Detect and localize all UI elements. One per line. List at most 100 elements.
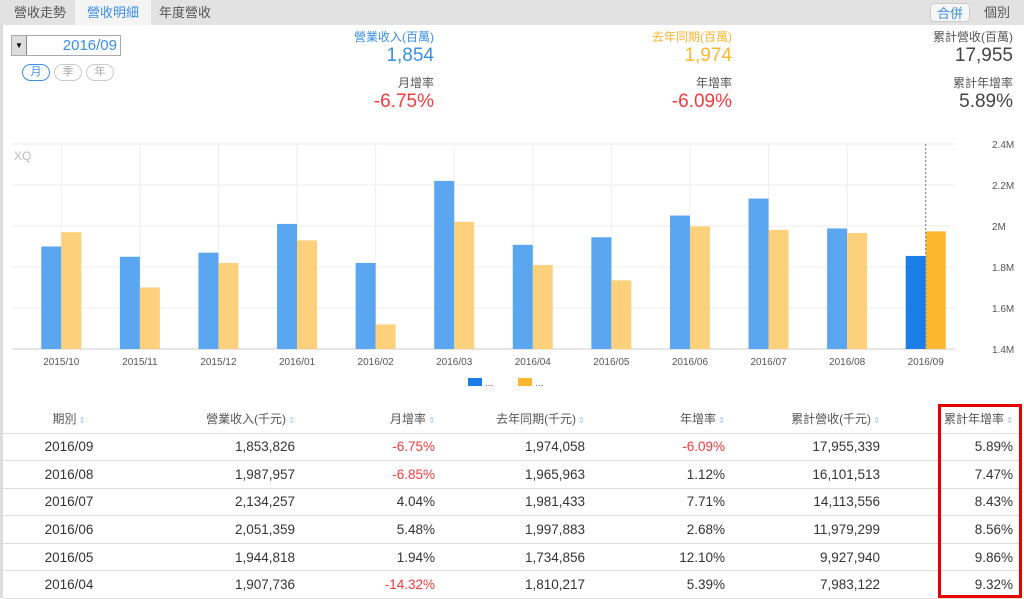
revenue-bar (748, 198, 769, 349)
yoy-stat: 年增率 -6.09% (672, 74, 732, 113)
last-year-bar (689, 226, 710, 349)
table-cell: 16,101,513 (733, 460, 888, 489)
sort-icon[interactable]: ⇕ (1004, 416, 1013, 426)
consolidated-toggle[interactable]: 合併 (930, 3, 971, 22)
date-value: 2016/09 (62, 37, 117, 54)
x-tick-label: 2015/10 (43, 357, 80, 368)
revenue-bar (119, 256, 140, 349)
y-tick-label: 2.2M (992, 181, 1014, 192)
table-cell: -6.75% (303, 433, 443, 462)
table-cell: -14.32% (303, 570, 443, 599)
sort-icon[interactable]: ⇕ (426, 416, 435, 426)
y-tick-label: 2M (992, 222, 1006, 233)
table-cell: 1,907,736 (143, 570, 303, 599)
y-tick-label: 1.6M (992, 304, 1014, 315)
revenue-bar (434, 180, 455, 349)
table-cell: 1,944,818 (143, 543, 303, 572)
last-year-bar (768, 229, 789, 349)
table-cell: 9,927,940 (733, 543, 888, 572)
period-month[interactable]: 月 (22, 64, 50, 81)
period-year[interactable]: 年 (86, 64, 114, 81)
sort-icon[interactable]: ⇕ (76, 416, 86, 426)
column-header-label: 月增率 (390, 412, 427, 427)
legend-revenue-swatch (468, 378, 482, 386)
sort-icon[interactable]: ⇕ (871, 416, 880, 426)
table-cell: 1,987,957 (143, 460, 303, 489)
sort-icon[interactable]: ⇕ (716, 416, 725, 426)
table-cell: 2,134,257 (143, 488, 303, 517)
x-tick-label: 2015/11 (122, 357, 158, 368)
table-cell: 2016/06 (3, 515, 143, 544)
x-tick-label: 2016/05 (593, 357, 630, 368)
sort-icon[interactable]: ⇕ (576, 416, 585, 426)
column-header[interactable]: 月增率 ⇕ (303, 405, 443, 434)
column-header[interactable]: 累計營收(千元) ⇕ (733, 405, 888, 434)
legend-last-year-swatch (518, 378, 532, 386)
mom-stat: 月增率 -6.75% (374, 74, 434, 113)
revenue-bar-chart: XQ 1.4M 1.6M 1.8M 2M 2.2M 2.4M 2015/10 2015/11 20… (12, 140, 1014, 389)
column-header[interactable]: 期別 ⇕ (3, 405, 143, 434)
tab-revenue-detail[interactable]: 營收明細 (75, 0, 152, 25)
table-cell: 5.48% (303, 515, 443, 544)
table-cell: 7,983,122 (733, 570, 888, 599)
table-cell: 11,979,299 (733, 515, 888, 544)
column-header[interactable]: 累計年增率 ⇕ (888, 405, 1021, 434)
table-cell: 9.32% (888, 570, 1021, 599)
column-header[interactable]: 營業收入(千元) ⇕ (143, 405, 303, 434)
table-cell: 1,810,217 (443, 570, 593, 599)
sort-icon[interactable]: ⇕ (286, 416, 295, 426)
x-tick-label: 2016/06 (672, 357, 709, 368)
table-cell: 8.56% (888, 515, 1021, 544)
table-cell: 17,955,339 (733, 433, 888, 462)
last-year-bar (297, 240, 318, 349)
top-tab-bar: 營收走勢 營收明細 年度營收 合併 個別 (0, 0, 1024, 25)
table-cell: 2016/09 (3, 433, 143, 462)
revenue-bar (277, 223, 298, 349)
table-row: 2016/05 1,944,818 1.94% 1,734,856 12.10% 9,92… (3, 543, 1021, 572)
table-row: 2016/06 2,051,359 5.48% 1,997,883 2.68% 11,97… (3, 515, 1021, 544)
tab-annual-revenue[interactable]: 年度營收 (159, 5, 212, 20)
table-cell: 2.68% (593, 515, 733, 544)
last-year-bar (847, 232, 868, 349)
last-year-bar (454, 221, 475, 349)
table-cell: 1,734,856 (443, 543, 593, 572)
mom-label: 月增率 (397, 76, 434, 90)
date-select[interactable]: ▼ 2016/09 (11, 35, 121, 56)
revenue-bar (512, 244, 533, 349)
cum-yoy-stat: 累計年增率 5.89% (953, 74, 1013, 113)
individual-toggle[interactable]: 個別 (984, 5, 1011, 20)
dropdown-arrow-icon[interactable]: ▼ (12, 36, 27, 55)
legend-last-year-label: ... (535, 378, 543, 389)
last-year-bar (218, 262, 239, 349)
revenue-bar (905, 255, 926, 349)
table-cell: 1.12% (593, 460, 733, 489)
period-quarter[interactable]: 季 (54, 64, 82, 81)
tab-revenue-trend[interactable]: 營收走勢 (14, 5, 67, 20)
column-header[interactable]: 去年同期(千元) ⇕ (443, 405, 593, 434)
revenue-stat: 營業收入(百萬) 1,854 (354, 28, 434, 67)
cum-yoy-value: 5.89% (959, 91, 1013, 112)
table-cell: 1.94% (303, 543, 443, 572)
cum-value: 17,955 (954, 45, 1013, 66)
revenue-table: 期別 ⇕ 營業收入(千元) ⇕ 月增率 ⇕ 去年同期(千元) ⇕ 年增率 ⇕ 累計營收(千… (3, 405, 1021, 599)
last-year-bar (532, 264, 553, 349)
table-row: 2016/07 2,134,257 4.04% 1,981,433 7.71% 14,11… (3, 488, 1021, 517)
table-row: 2016/09 1,853,826 -6.75% 1,974,058 -6.09% 17,… (3, 433, 1021, 462)
table-cell: 1,981,433 (443, 488, 593, 517)
column-header-label: 累計年增率 (944, 412, 1005, 427)
column-header[interactable]: 年增率 ⇕ (593, 405, 733, 434)
x-tick-label: 2016/03 (436, 357, 473, 368)
revenue-value: 1,854 (386, 45, 434, 66)
table-cell: 5.89% (888, 433, 1021, 462)
highlight-box (938, 404, 1022, 598)
table-cell: 9.86% (888, 543, 1021, 572)
last-year-value: 1,974 (684, 45, 732, 66)
x-tick-label: 2016/09 (908, 357, 945, 368)
yoy-value: -6.09% (671, 91, 732, 112)
revenue-bar (355, 262, 376, 349)
cum-stat: 累計營收(百萬) 17,955 (933, 28, 1013, 67)
table-cell: 7.71% (593, 488, 733, 517)
last-year-stat: 去年同期(百萬) 1,974 (652, 28, 732, 67)
cum-yoy-label: 累計年增率 (952, 76, 1013, 90)
left-border (0, 25, 3, 598)
